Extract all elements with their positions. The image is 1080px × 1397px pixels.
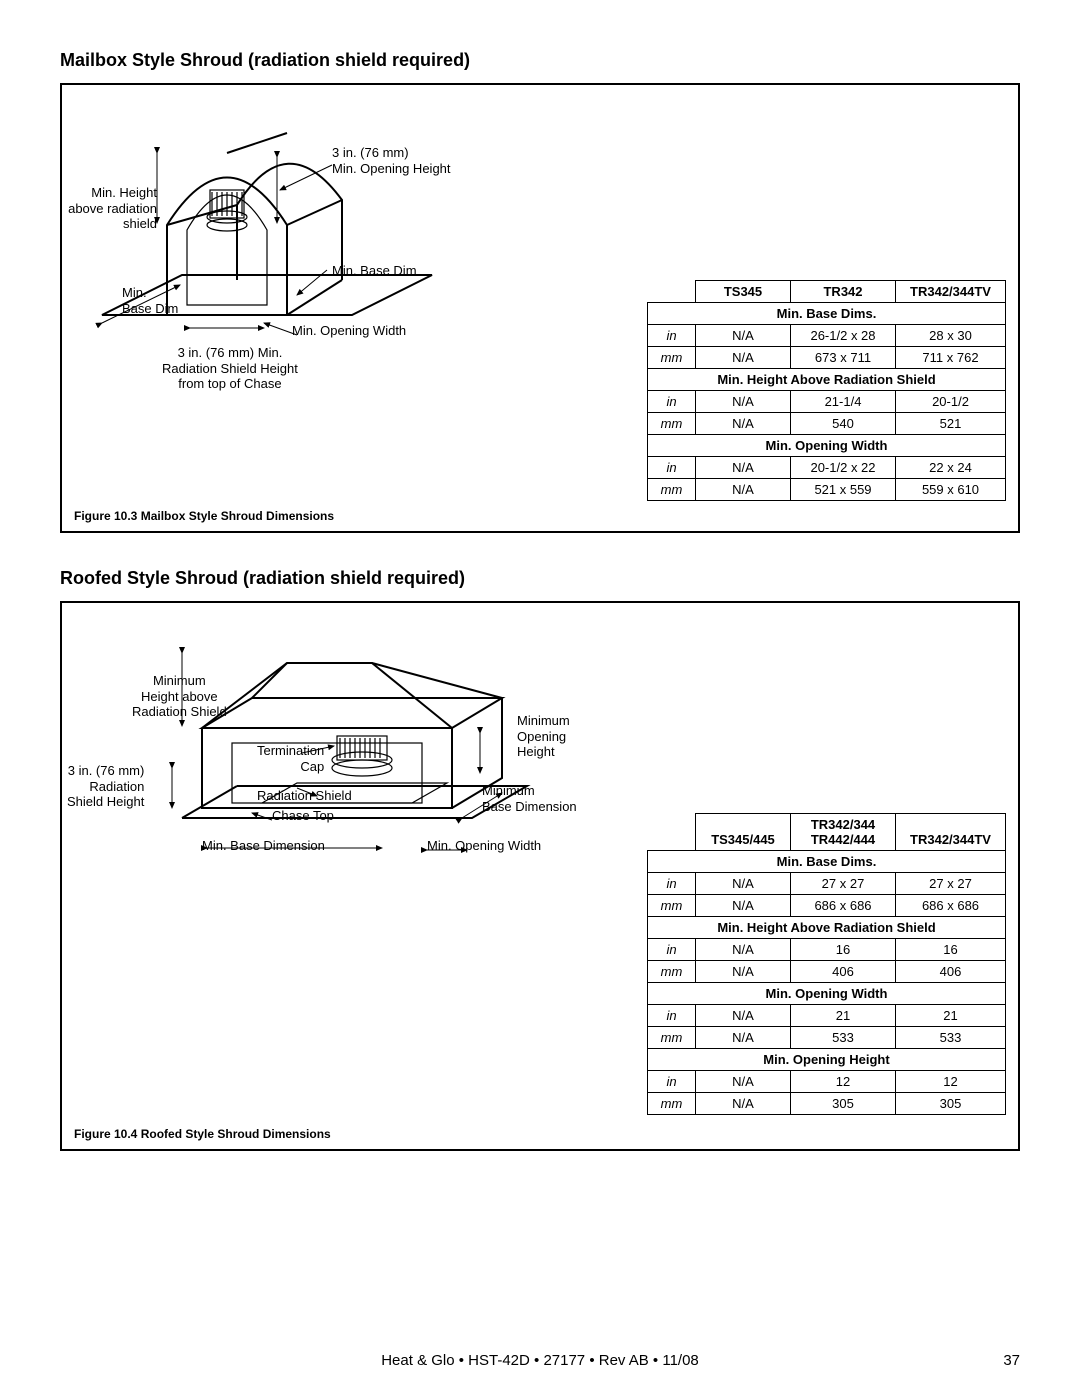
lbl-min-base-dim: Min. Base Dim <box>122 285 178 316</box>
lbl2-rad-shield: Radiation Shield <box>257 788 352 804</box>
figure-10-3-box: 3 in. (76 mm) Min. Opening Height Min. H… <box>60 83 1020 533</box>
lbl-rad-shield-height: 3 in. (76 mm) Min. Radiation Shield Heig… <box>162 345 298 392</box>
lbl-height-above: Min. Height above radiation shield <box>57 185 157 232</box>
section1-title: Mailbox Style Shroud (radiation shield r… <box>60 50 1020 71</box>
lbl2-opening-width: Min. Opening Width <box>427 838 541 854</box>
lbl2-rad-shield-height: 3 in. (76 mm) Radiation Shield Height <box>67 763 144 810</box>
figure-10-3-caption: Figure 10.3 Mailbox Style Shroud Dimensi… <box>74 509 334 523</box>
lbl2-height-above: Minimum Height above Radiation Shield <box>132 673 227 720</box>
lbl-opening-width: Min. Opening Width <box>292 323 406 339</box>
lbl2-term-cap: Termination Cap <box>257 743 324 774</box>
lbl2-chase-top: Chase Top <box>272 808 334 824</box>
lbl2-min-base-dim: Min. Base Dimension <box>202 838 325 854</box>
lbl-base-dim: Min. Base Dim <box>332 263 417 279</box>
table-mailbox-dims: TS345 TR342 TR342/344TV Min. Base Dims. … <box>647 280 1006 501</box>
lbl2-base-dim: Minimum Base Dimension <box>482 783 577 814</box>
lbl-opening-height: 3 in. (76 mm) Min. Opening Height <box>332 145 451 176</box>
lbl2-opening-height: Minimum Opening Height <box>517 713 570 760</box>
table-roofed-dims: TS345/445 TR342/344 TR442/444 TR342/344T… <box>647 813 1006 1115</box>
section2-title: Roofed Style Shroud (radiation shield re… <box>60 568 1020 589</box>
figure-10-4-box: Minimum Height above Radiation Shield Te… <box>60 601 1020 1151</box>
page-footer: Heat & Glo • HST-42D • 27177 • Rev AB • … <box>0 1352 1080 1369</box>
page-number: 37 <box>1003 1352 1020 1369</box>
figure-10-4-caption: Figure 10.4 Roofed Style Shroud Dimensio… <box>74 1127 331 1141</box>
